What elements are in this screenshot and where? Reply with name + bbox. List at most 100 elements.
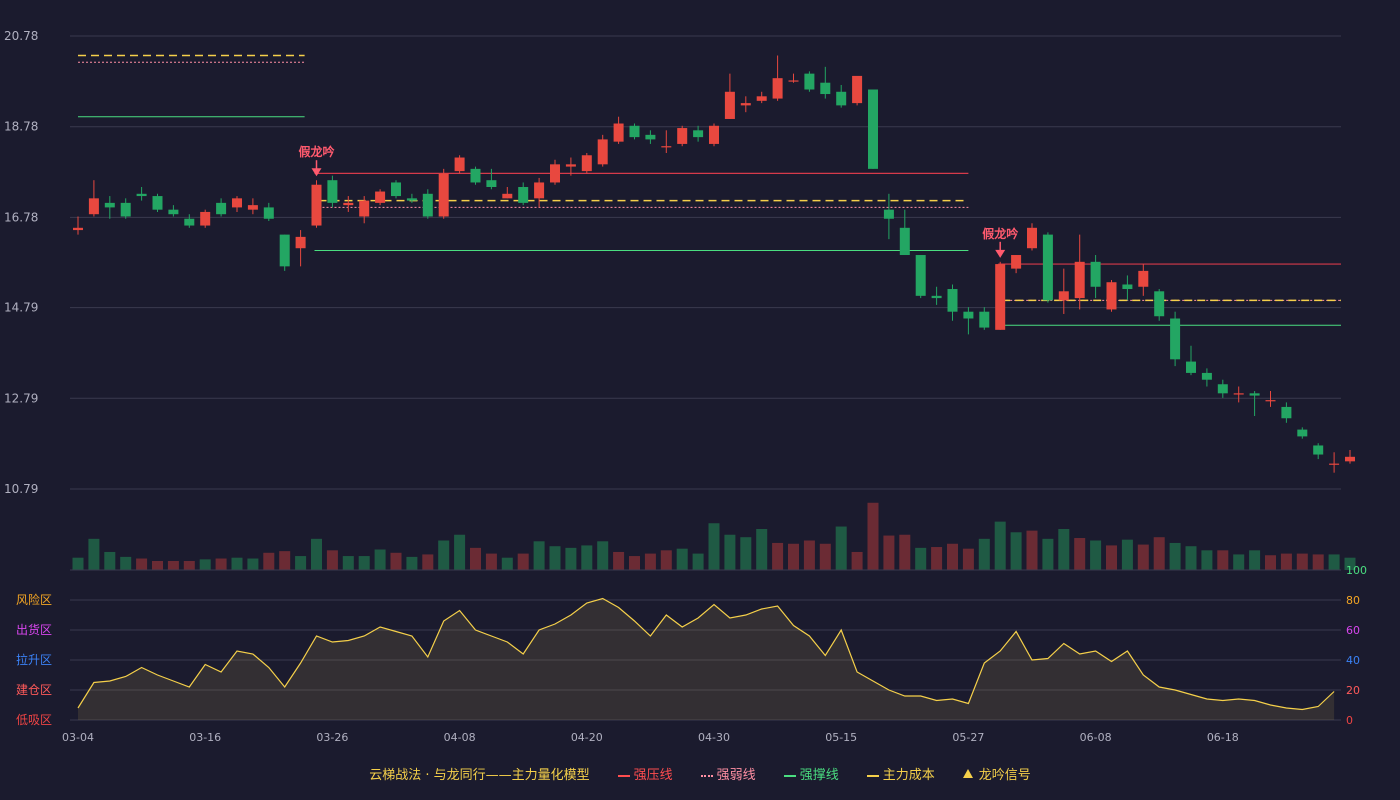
date-tick-label: 03-16 xyxy=(189,731,221,744)
candle-body xyxy=(1090,261,1101,287)
volume-bar xyxy=(978,538,990,570)
candle-body xyxy=(883,209,894,219)
candle-body xyxy=(661,146,672,148)
volume-bar xyxy=(263,552,275,570)
volume-bar xyxy=(994,521,1006,570)
price-tick-label: 20.78 xyxy=(4,29,38,43)
candle-body xyxy=(73,227,83,231)
volume-bar xyxy=(438,540,450,570)
date-tick-label: 03-04 xyxy=(62,731,94,744)
candle xyxy=(311,180,322,228)
price-tick-label: 18.78 xyxy=(4,120,38,134)
candle xyxy=(629,123,640,140)
candle-body xyxy=(1233,393,1244,395)
candle-body xyxy=(1058,291,1069,301)
candle xyxy=(375,189,386,206)
candle xyxy=(1313,443,1324,460)
volume-bar xyxy=(883,535,895,570)
candle-body xyxy=(391,182,401,197)
volume-bar xyxy=(342,556,354,570)
candle-body xyxy=(979,311,990,328)
volume-bar xyxy=(803,540,815,570)
candle xyxy=(788,73,799,83)
legend-swatch xyxy=(617,774,630,777)
candle-body xyxy=(613,123,624,142)
legend-item[interactable]: 龙吟信号 xyxy=(962,764,1031,783)
oscillator-line xyxy=(77,597,1335,711)
candle xyxy=(1154,289,1165,321)
candle-body xyxy=(1122,284,1133,290)
candle xyxy=(979,307,990,330)
candle-body xyxy=(1106,282,1117,310)
candle xyxy=(645,130,656,144)
candle xyxy=(73,216,83,235)
candle-body xyxy=(995,264,1006,330)
candle xyxy=(184,214,195,228)
candle xyxy=(343,196,354,212)
candle-body xyxy=(1042,234,1053,301)
candle xyxy=(247,198,258,215)
candle-body xyxy=(756,96,767,101)
volume-bar xyxy=(1344,557,1356,570)
candle xyxy=(724,73,735,119)
candle xyxy=(1090,255,1101,299)
signal-arrow-icon xyxy=(995,249,1006,258)
candle xyxy=(1297,427,1308,439)
date-tick-label: 05-27 xyxy=(952,731,984,744)
candle-body xyxy=(454,157,465,172)
candle xyxy=(263,202,274,222)
candle xyxy=(136,187,147,201)
candlestick-series xyxy=(73,55,1355,473)
oscillator-area xyxy=(78,598,1335,720)
candle-body xyxy=(1313,445,1324,455)
volume-bar xyxy=(1074,538,1086,570)
legend-item[interactable]: 强压线 xyxy=(617,764,673,783)
volume-bar xyxy=(788,543,799,570)
candle-body xyxy=(677,128,688,144)
candle-body xyxy=(1186,361,1196,373)
candle-body xyxy=(200,211,211,226)
candle-body xyxy=(724,91,735,119)
candle-body xyxy=(486,180,497,187)
volume-bar xyxy=(136,558,148,570)
candle xyxy=(550,159,560,185)
volume-bar xyxy=(374,549,386,570)
candle-body xyxy=(788,80,799,82)
oscillator-tick-label: 80 xyxy=(1346,594,1360,607)
candle xyxy=(422,189,433,219)
volume-bar xyxy=(406,556,418,570)
legend-label: 主力成本 xyxy=(882,768,935,783)
volume-bar xyxy=(692,553,704,570)
candle xyxy=(454,155,465,174)
price-tick-label: 16.78 xyxy=(4,210,38,224)
legend-item[interactable]: 强弱线 xyxy=(700,764,756,783)
volume-bar xyxy=(549,546,561,570)
candle xyxy=(470,166,481,185)
candle-body xyxy=(1074,261,1085,299)
candle-body xyxy=(1201,372,1212,380)
candle-body xyxy=(247,205,258,210)
candle-body xyxy=(1297,429,1308,437)
signal-label: 假龙吟 xyxy=(982,226,1018,241)
date-tick-label: 06-08 xyxy=(1080,731,1112,744)
candle-body xyxy=(1027,227,1037,249)
volume-tick-label: 100 xyxy=(1346,564,1367,577)
oscillator-tick-label: 20 xyxy=(1346,684,1360,697)
candle xyxy=(883,193,894,240)
legend-item[interactable]: 强撑线 xyxy=(783,764,839,783)
candle xyxy=(947,284,958,321)
volume-bar xyxy=(199,559,211,570)
candle xyxy=(1249,391,1260,416)
candle xyxy=(327,175,338,208)
date-tick-label: 04-30 xyxy=(698,731,730,744)
candle xyxy=(1011,255,1022,274)
candle xyxy=(1074,234,1085,310)
candle xyxy=(677,125,688,147)
legend-item[interactable]: 主力成本 xyxy=(866,764,935,783)
volume-bar xyxy=(962,548,974,570)
candle-body xyxy=(740,103,751,106)
volume-bar xyxy=(279,551,291,570)
volume-bar xyxy=(1217,550,1229,570)
legend-label: 龙吟信号 xyxy=(978,768,1031,783)
